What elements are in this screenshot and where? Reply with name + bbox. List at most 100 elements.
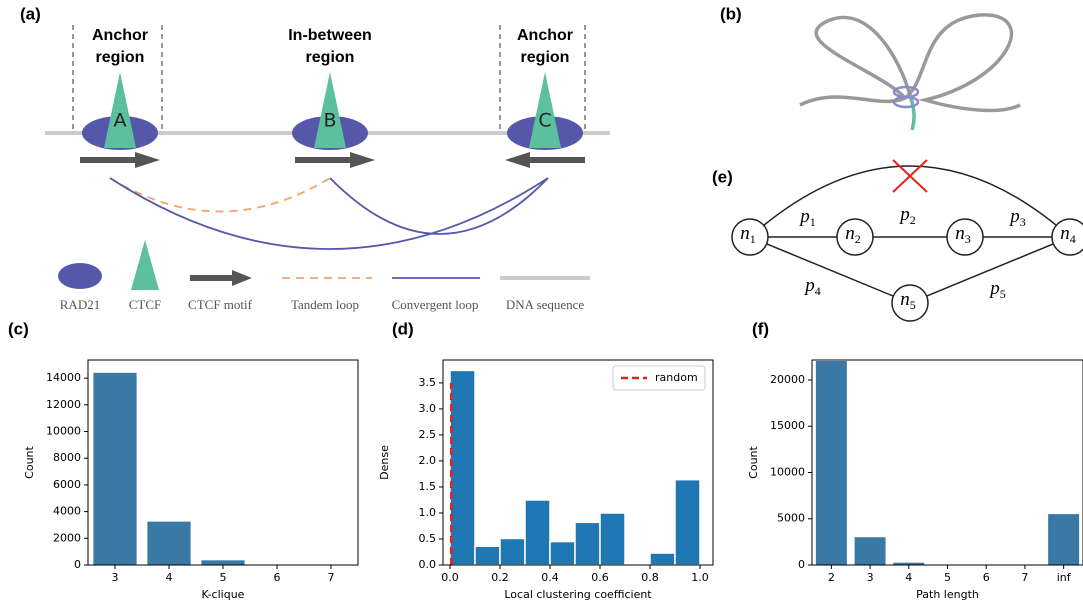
node-label-index: 4 <box>1070 232 1076 246</box>
node-label-symbol: n <box>740 223 750 244</box>
edge-label-symbol: p <box>798 206 810 227</box>
x-tick-label: 0.6 <box>591 571 609 584</box>
region-label: In-between <box>288 27 372 44</box>
site-label: B <box>323 110 336 132</box>
region-label: Anchor <box>517 27 573 44</box>
plot-frame <box>812 360 1083 565</box>
x-axis-label: Local clustering coefficient <box>504 588 652 601</box>
convergent-loop <box>110 178 548 249</box>
bar <box>675 480 700 565</box>
bar <box>600 513 625 565</box>
y-axis-label: Count <box>23 445 36 478</box>
y-tick-label: 5000 <box>777 512 805 525</box>
node-label-symbol: n <box>900 289 910 310</box>
y-tick-label: 10000 <box>46 425 81 438</box>
x-tick-label: 5 <box>220 571 227 584</box>
bar <box>816 361 847 565</box>
edge-label-symbol: p <box>803 275 815 296</box>
edge-label: p4 <box>803 275 821 297</box>
edge-label: p2 <box>898 204 916 226</box>
motif-arrows <box>80 152 585 168</box>
x-axis-label: Path length <box>916 588 979 601</box>
y-axis-label: Dense <box>378 445 391 480</box>
panel-label: (c) <box>8 319 29 338</box>
edge-label-index: 3 <box>1020 215 1026 229</box>
x-tick-label: 5 <box>944 571 951 584</box>
bar <box>500 538 525 565</box>
x-tick-label: 6 <box>983 571 990 584</box>
region-label: region <box>306 49 355 66</box>
panel-label: (a) <box>20 4 41 23</box>
legend-label: DNA sequence <box>506 297 585 312</box>
legend-label: Tandem loop <box>291 297 359 312</box>
x-tick-label: 4 <box>905 571 912 584</box>
node-label-symbol: n <box>1060 223 1070 244</box>
y-tick-label: 15000 <box>770 419 805 432</box>
diagram-e <box>750 160 1070 303</box>
y-tick-label: 0 <box>798 558 805 571</box>
y-tick-label: 0 <box>74 558 81 571</box>
y-axis-label: Count <box>747 445 760 478</box>
x-tick-label: 6 <box>274 571 281 584</box>
bar <box>650 553 675 565</box>
x-tick-label: 0.4 <box>541 571 559 584</box>
region-label: region <box>96 49 145 66</box>
page: (a)(b)(e)(c)(d)(f)AnchorregionAIn-betwee… <box>0 0 1083 604</box>
y-tick-label: 3.0 <box>419 402 437 415</box>
x-tick-label: 0.8 <box>641 571 659 584</box>
panel-label: (d) <box>392 319 414 338</box>
y-tick-label: 8000 <box>53 451 81 464</box>
x-tick-label: 4 <box>166 571 173 584</box>
node-label-symbol: n <box>845 223 855 244</box>
y-tick-label: 1.5 <box>419 480 437 493</box>
node-label-index: 5 <box>910 298 916 312</box>
x-tick-label: inf <box>1057 571 1072 584</box>
x-tick-label: 7 <box>1021 571 1028 584</box>
bar <box>1048 514 1079 565</box>
x-tick-label: 3 <box>867 571 874 584</box>
y-tick-label: 10000 <box>770 465 805 478</box>
figure: (a)(b)(e)(c)(d)(f)AnchorregionAIn-betwee… <box>0 0 1083 604</box>
panel-label: (f) <box>752 319 769 338</box>
y-tick-label: 2000 <box>53 531 81 544</box>
bar <box>475 546 500 565</box>
y-tick-label: 6000 <box>53 478 81 491</box>
y-tick-label: 12000 <box>46 398 81 411</box>
y-tick-label: 14000 <box>46 371 81 384</box>
bar <box>855 537 886 565</box>
edge-label-symbol: p <box>988 278 1000 299</box>
site-label: C <box>538 110 551 132</box>
x-axis-label: K-clique <box>202 588 245 601</box>
edge-label-symbol: p <box>1008 206 1020 227</box>
y-tick-label: 4000 <box>53 505 81 518</box>
bar <box>201 560 244 565</box>
edge-label: p5 <box>988 278 1006 300</box>
edge-label-index: 2 <box>910 213 916 227</box>
x-tick-label: 0.2 <box>491 571 509 584</box>
diagram-b <box>800 15 1020 130</box>
node-label-symbol: n <box>955 223 965 244</box>
x-tick-label: 0.0 <box>441 571 459 584</box>
site-label: A <box>114 110 127 132</box>
y-tick-label: 3.5 <box>419 376 437 389</box>
node-label-index: 3 <box>965 232 971 246</box>
legend-label: random <box>655 371 698 384</box>
y-tick-label: 2.0 <box>419 454 437 467</box>
edge-label: p1 <box>798 206 816 228</box>
legend-label: CTCF <box>129 297 162 312</box>
edge-label-symbol: p <box>898 204 910 225</box>
x-tick-label: 2 <box>828 571 835 584</box>
convergent-loop <box>330 178 548 234</box>
bar <box>575 522 600 565</box>
y-tick-label: 20000 <box>770 373 805 386</box>
y-tick-label: 0.5 <box>419 532 437 545</box>
bar <box>450 370 475 565</box>
x-tick-label: 3 <box>112 571 119 584</box>
bar <box>550 542 575 565</box>
y-tick-label: 0.0 <box>419 558 437 571</box>
panel-label: (b) <box>720 4 742 23</box>
tandem-loop <box>110 178 330 212</box>
region-label: region <box>521 49 570 66</box>
legend-a <box>58 240 590 290</box>
node-label-index: 2 <box>855 232 861 246</box>
